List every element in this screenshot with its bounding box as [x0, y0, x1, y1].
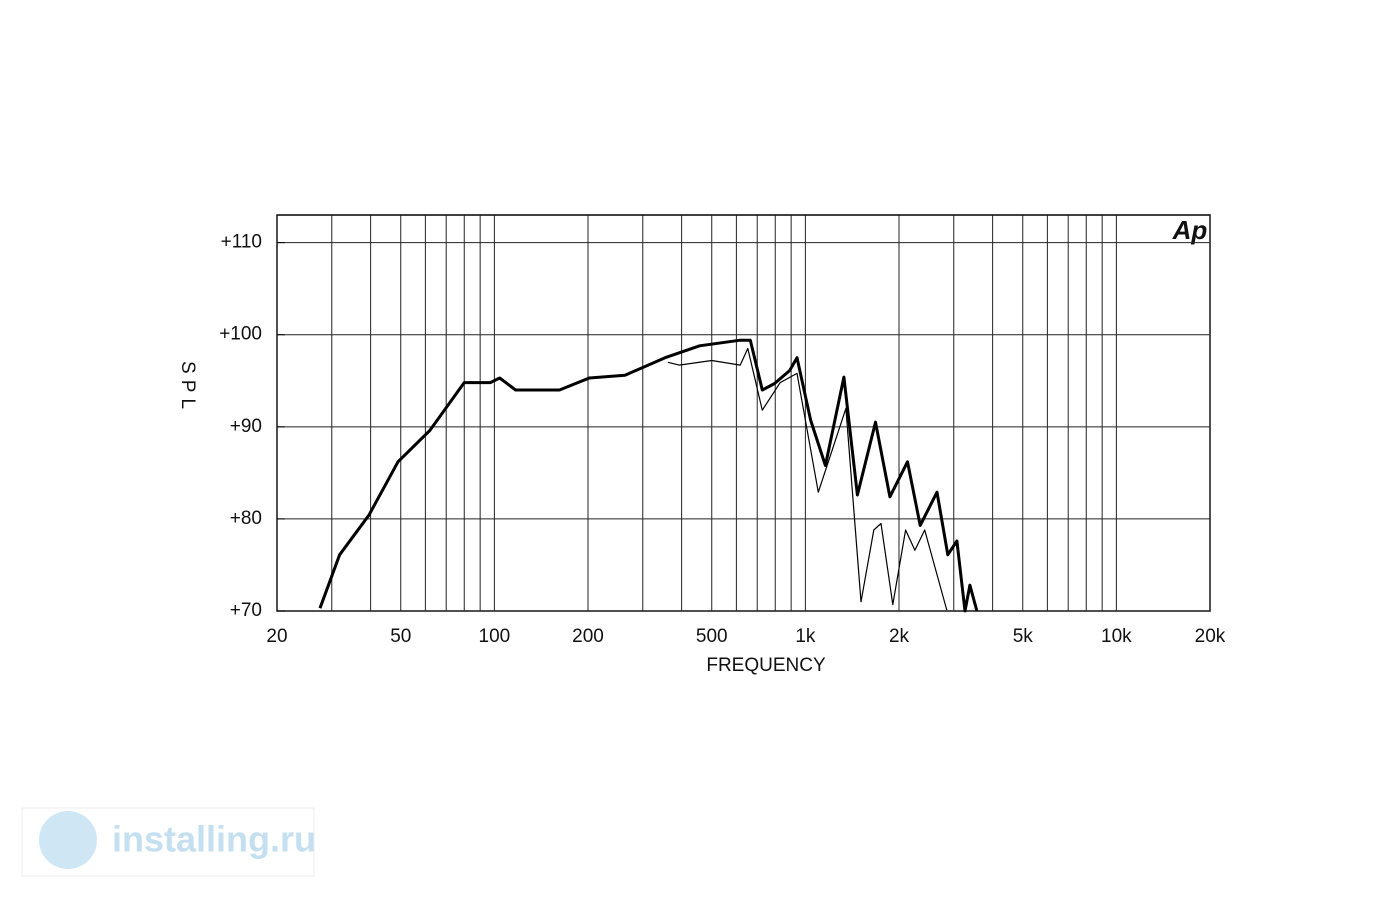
x-tick-label: 1k	[795, 626, 816, 647]
watermark: installing.ru	[112, 819, 316, 860]
x-tick-label: 5k	[1013, 626, 1034, 647]
watermark-icon	[39, 811, 97, 869]
y-axis-label: SPL	[177, 361, 198, 415]
y-tick-label: +80	[230, 508, 262, 529]
y-tick-label: +100	[219, 324, 262, 345]
x-tick-label: 200	[572, 626, 604, 647]
x-tick-label: 20	[266, 626, 287, 647]
y-tick-label: +90	[230, 416, 262, 437]
x-tick-label: 100	[479, 626, 511, 647]
response-curve	[318, 338, 979, 613]
x-tick-label: 500	[696, 626, 728, 647]
watermark-box: installing.ru	[21, 807, 316, 877]
response-curve	[667, 347, 948, 611]
x-tick-label: 10k	[1101, 626, 1132, 647]
x-axis-label: FREQUENCY	[706, 655, 826, 676]
x-tick-label: 50	[390, 626, 411, 647]
y-tick-label: +110	[221, 232, 262, 253]
y-tick-label: +70	[230, 600, 262, 621]
x-tick-label: 20k	[1195, 626, 1226, 647]
logo: Ap	[1172, 215, 1208, 245]
plot-frame	[276, 214, 1211, 612]
x-tick-label: 2k	[889, 626, 910, 647]
